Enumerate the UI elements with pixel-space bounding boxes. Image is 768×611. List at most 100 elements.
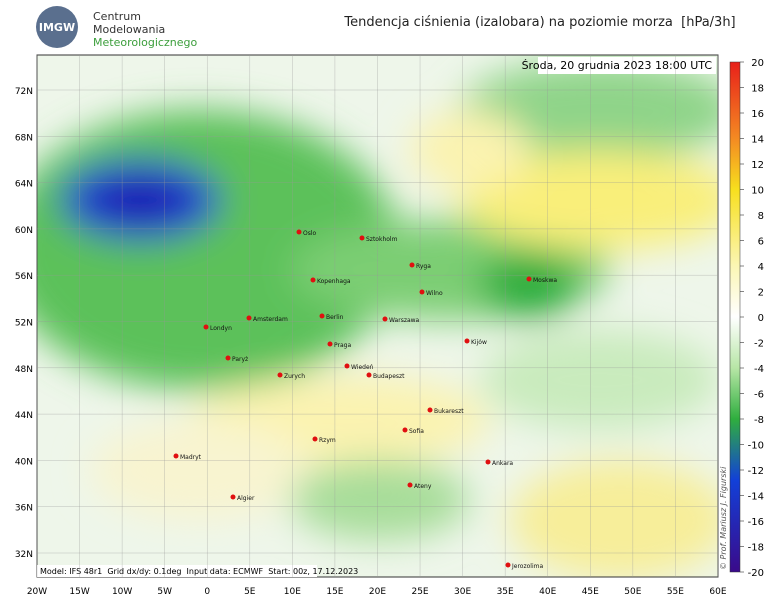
city-dot	[526, 276, 532, 282]
city-dot	[409, 262, 415, 268]
lon-label: 45E	[582, 587, 599, 597]
city-dot	[173, 453, 179, 459]
lat-label: 44N	[15, 411, 33, 421]
city-label: Berlin	[326, 314, 344, 321]
lat-label: 36N	[15, 504, 33, 514]
city-dot	[310, 277, 316, 283]
title: Tendencja ciśnienia (izalobara) na pozio…	[343, 15, 735, 30]
city-label: Praga	[334, 342, 351, 349]
city-dot	[366, 372, 372, 378]
lon-label: 40E	[539, 587, 556, 597]
city-label: Jerozolima	[511, 563, 543, 570]
lat-label: 64N	[15, 180, 33, 190]
colorbar-label: -8	[754, 415, 764, 426]
colorbar-label: 2	[758, 288, 764, 299]
city-dot	[382, 316, 388, 322]
city-dot	[505, 562, 511, 568]
city-dot	[402, 427, 408, 433]
lon-label: 10W	[112, 587, 132, 597]
lat-label: 68N	[15, 133, 33, 143]
colorbar-label: -12	[748, 466, 764, 477]
city-label: Ryga	[416, 263, 431, 270]
city-dot	[277, 372, 283, 378]
lon-label: 35E	[497, 587, 514, 597]
city-label: Zurych	[284, 373, 305, 380]
logo-circle	[36, 6, 78, 48]
city-label: Warszawa	[389, 317, 420, 324]
lat-label: 52N	[15, 319, 33, 329]
city-dot	[203, 324, 209, 330]
lon-label: 5E	[244, 587, 256, 597]
colorbar-label: 20	[751, 58, 764, 69]
footer-box	[37, 565, 317, 577]
colorbar-label: 14	[751, 135, 764, 146]
colorbar-label: -6	[754, 390, 764, 401]
city-dot	[296, 229, 302, 235]
city-label: Ateny	[414, 483, 432, 490]
city-label: Moskwa	[533, 277, 557, 284]
colorbar-label: -4	[754, 364, 764, 375]
lon-label: 25E	[411, 587, 428, 597]
org-line: Modelowania	[93, 23, 165, 36]
colorbar	[729, 61, 741, 573]
lon-label: 5W	[157, 587, 172, 597]
colorbar-label: 18	[751, 84, 764, 95]
map-field	[37, 55, 718, 577]
logo-text: IMGW	[39, 21, 75, 34]
city-dot	[407, 482, 413, 488]
footer: Model: IFS 48r1 Grid dx/dy: 0.1deg Input…	[40, 567, 358, 576]
city-dot	[419, 289, 425, 295]
colorbar-label: -14	[748, 492, 764, 503]
lon-label: 10E	[284, 587, 301, 597]
date-box	[538, 57, 716, 74]
city-label: Kopenhaga	[317, 278, 351, 285]
city-label: Budapeszt	[373, 373, 405, 380]
lon-label: 15E	[326, 587, 343, 597]
city-dot	[464, 338, 470, 344]
date: Środa, 20 grudnia 2023 18:00 UTC	[522, 59, 713, 72]
city-dot	[427, 407, 433, 413]
colorbar-label: -20	[748, 568, 764, 579]
city-dot	[225, 355, 231, 361]
city-label: Madryt	[180, 454, 202, 461]
city-dot	[312, 436, 318, 442]
city-dot	[344, 363, 350, 369]
lon-label: 60E	[709, 587, 726, 597]
colorbar-label: 12	[751, 160, 764, 171]
colorbar-label: 8	[758, 211, 764, 222]
lon-label: 55E	[667, 587, 684, 597]
lon-label: 50E	[624, 587, 641, 597]
lat-label: 60N	[15, 226, 33, 236]
city-dot	[485, 459, 491, 465]
city-dot	[319, 313, 325, 319]
city-label: Wilno	[426, 290, 443, 297]
lat-label: 72N	[15, 87, 33, 97]
credit: © Prof. Mariusz J. Figurski	[719, 466, 728, 570]
city-label: Sztokholm	[366, 236, 398, 243]
city-label: Rzym	[319, 437, 336, 444]
lon-label: 20E	[369, 587, 386, 597]
colorbar-label: -16	[748, 517, 764, 528]
lon-label: 30E	[454, 587, 471, 597]
colorbar-label: 0	[758, 313, 764, 324]
city-label: Paryż	[232, 356, 248, 363]
city-label: Sofia	[409, 428, 424, 435]
colorbar-label: -10	[748, 441, 764, 452]
colorbar-label: 16	[751, 109, 764, 120]
org-line: Centrum	[93, 10, 141, 23]
lat-label: 56N	[15, 272, 33, 282]
city-label: Londyn	[210, 325, 232, 332]
org-line: Meteorologicznego	[93, 36, 197, 49]
colorbar-label: -18	[748, 543, 764, 554]
city-label: Oslo	[303, 230, 317, 237]
lon-label: 20W	[27, 587, 47, 597]
colorbar-label: 10	[751, 186, 764, 197]
city-label: Ankara	[492, 460, 513, 467]
lon-label: 15W	[69, 587, 89, 597]
colorbar-label: 4	[758, 262, 764, 273]
city-label: Bukareszt	[434, 408, 464, 415]
lat-label: 48N	[15, 365, 33, 375]
colorbar-label: -2	[754, 339, 764, 350]
city-label: Algier	[237, 495, 255, 502]
